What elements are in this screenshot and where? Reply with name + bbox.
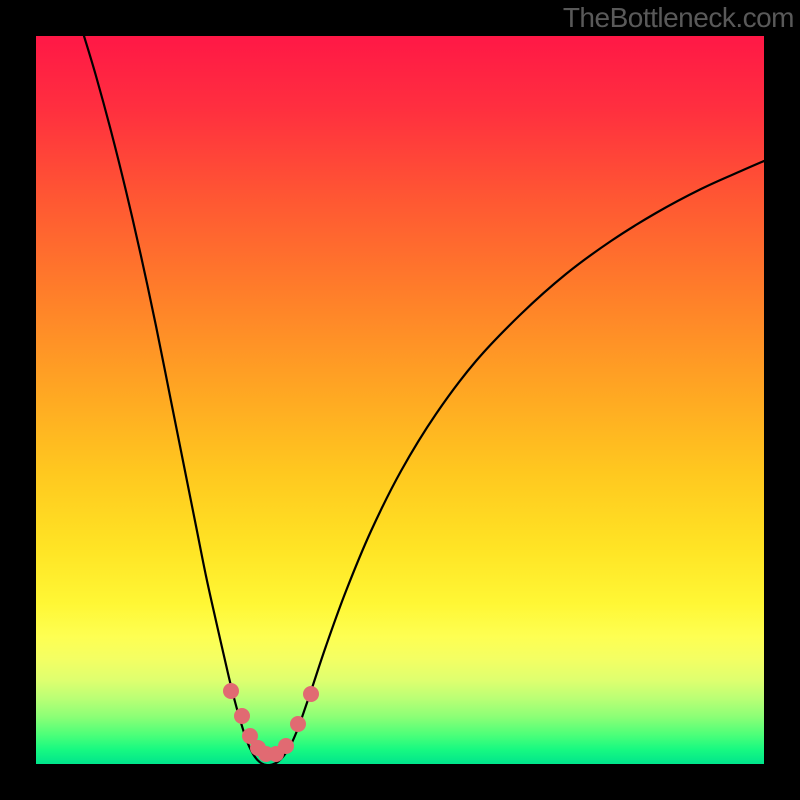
chart-svg bbox=[36, 36, 764, 764]
data-marker bbox=[223, 683, 239, 699]
canvas-root: TheBottleneck.com bbox=[0, 0, 800, 800]
bottleneck-curve-right bbox=[299, 161, 764, 726]
data-marker bbox=[290, 716, 306, 732]
plot-area bbox=[36, 36, 764, 764]
data-marker bbox=[303, 686, 319, 702]
bottleneck-curve-left bbox=[84, 36, 299, 764]
data-marker bbox=[234, 708, 250, 724]
data-marker bbox=[278, 738, 294, 754]
watermark-text: TheBottleneck.com bbox=[563, 0, 800, 34]
marker-group bbox=[223, 683, 319, 762]
